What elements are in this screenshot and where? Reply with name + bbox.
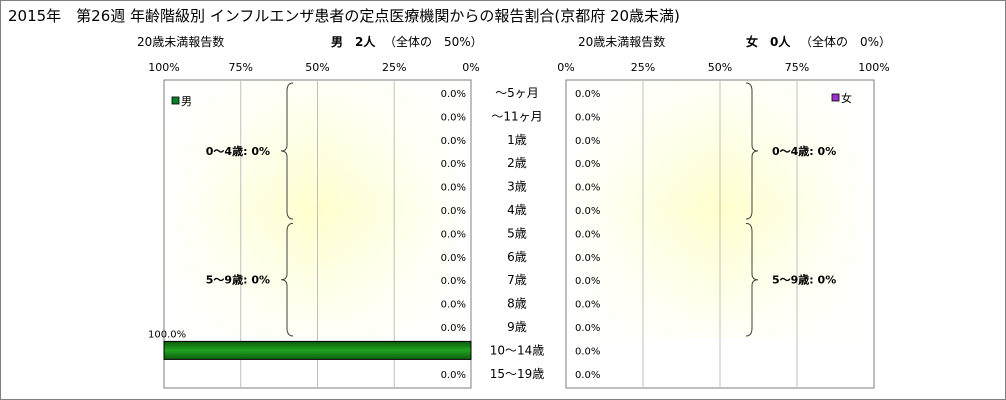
left-tick-label: 100% [148,61,179,74]
right-legend-label: 女 [841,91,852,105]
left-sex-label: 男 2人 [331,35,376,49]
left-share-label: （全体の 50%） [384,35,483,49]
left-value-label: 0.0% [441,300,466,311]
left-bracket-label: 5～9歳: 0% [206,273,270,287]
left-tick-label: 0% [462,61,479,74]
left-tick-label: 75% [229,61,253,74]
right-tick-label: 100% [858,61,889,74]
left-value-label: 0.0% [441,159,466,170]
left-value-label: 0.0% [441,112,466,123]
category-label: 15～19歳 [490,367,545,381]
left-bracket-label: 0～4歳: 0% [206,144,270,158]
category-label: 9歳 [507,320,527,334]
category-label: ～5ヶ月 [495,86,539,100]
right-bracket-label: 0～4歳: 0% [772,144,836,158]
right-value-label: 0.0% [575,159,600,170]
left-subtitle: 20歳未満報告数 [137,35,225,49]
category-label: 10～14歳 [490,343,545,357]
category-label: 2歳 [507,156,527,170]
category-label: 8歳 [507,297,527,311]
left-legend-label: 男 [181,95,192,108]
left-tick-label: 25% [382,61,406,74]
right-value-label: 0.0% [575,253,600,264]
right-value-label: 0.0% [575,183,600,194]
right-tick-label: 0% [557,61,574,74]
left-value-label: 0.0% [441,276,466,287]
right-sex-label: 女 0人 [746,35,791,49]
right-value-label: 0.0% [575,323,600,334]
right-value-label: 0.0% [575,370,600,381]
right-value-label: 0.0% [575,206,600,217]
left-value-label: 0.0% [441,206,466,217]
right-brace [745,222,759,337]
right-value-label: 0.0% [575,300,600,311]
left-bar [163,340,472,360]
right-value-label: 0.0% [575,136,600,147]
left-brace [280,82,294,220]
category-label: 4歳 [507,203,527,217]
right-share-label: （全体の 0%） [800,35,892,49]
category-label: 5歳 [507,226,527,240]
right-value-label: 0.0% [575,89,600,100]
right-bracket-label: 5～9歳: 0% [772,273,836,287]
category-label: ～11ヶ月 [491,109,542,123]
category-label: 7歳 [507,273,527,287]
left-value-label: 0.0% [441,253,466,264]
category-label: 3歳 [507,180,527,194]
right-subtitle: 20歳未満報告数 [578,35,666,49]
left-value-label: 0.0% [441,183,466,194]
left-brace [280,222,294,337]
left-value-label: 0.0% [441,370,466,381]
left-value-label: 0.0% [441,89,466,100]
left-value-label: 0.0% [441,229,466,240]
right-tick-label: 75% [785,61,809,74]
category-label: 6歳 [507,250,527,264]
chart-title: 2015年 第26週 年齢階級別 インフルエンザ患者の定点医療機関からの報告割合… [8,7,680,25]
left-value-label: 0.0% [441,323,466,334]
right-value-label: 0.0% [575,276,600,287]
right-tick-label: 50% [708,61,732,74]
right-brace [745,82,759,220]
left-tick-label: 50% [305,61,329,74]
left-legend-swatch [171,96,180,105]
right-tick-label: 25% [631,61,655,74]
right-value-label: 0.0% [575,229,600,240]
right-legend-swatch [831,93,840,102]
right-value-label: 0.0% [575,112,600,123]
category-label: 1歳 [507,133,527,147]
left-value-label: 100.0% [148,329,186,340]
left-value-label: 0.0% [441,136,466,147]
right-value-label: 0.0% [575,346,600,357]
